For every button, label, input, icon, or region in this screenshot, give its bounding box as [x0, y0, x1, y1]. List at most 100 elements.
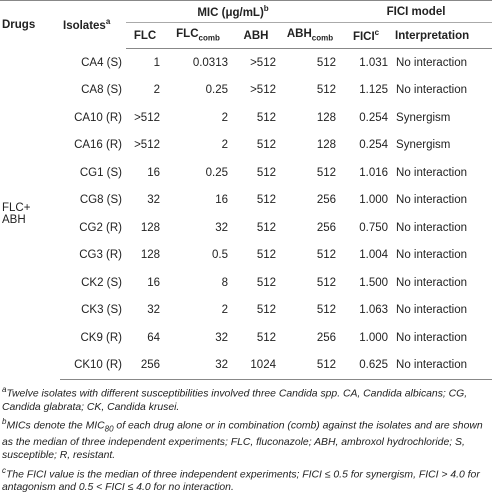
table-cell: >512	[134, 111, 160, 124]
table-cell: 512	[256, 249, 276, 262]
table-cell: 0.5	[212, 249, 228, 262]
header-text: FICI model	[386, 5, 446, 18]
table-cell: 32	[147, 304, 160, 317]
table-cell: CG3 (R)	[79, 249, 122, 262]
table-cell: 512	[316, 304, 337, 317]
header-cell: FICI model	[340, 0, 492, 23]
header-text: Interpretation	[395, 29, 470, 42]
table-cell: 8	[221, 276, 228, 289]
table-row: CA10 (R) >512 2 512 128 0.254 Synergism	[0, 104, 492, 132]
table-cell: 1.016	[359, 166, 389, 179]
drug-text: ABH	[2, 214, 26, 226]
header-text: ABH	[286, 28, 312, 41]
table-cell: CA8 (S)	[81, 84, 122, 97]
table-cell: 1.500	[359, 276, 389, 289]
table-cell: CA16 (R)	[74, 139, 122, 152]
table-cell: 128	[316, 139, 337, 152]
table-cell: 256	[316, 221, 337, 234]
table-cell: 2	[221, 139, 228, 152]
table-cell: 512	[256, 331, 276, 344]
table-row: CK3 (S) 32 2 512 512 1.063 No interaction	[0, 297, 492, 325]
header-cell: FICIc	[340, 22, 393, 49]
header-cell: Interpretation	[392, 22, 492, 49]
header-cell: ABHcomb	[280, 22, 341, 49]
header-text: MIC (μg/mL)	[197, 6, 264, 19]
footnote-mark: b	[2, 417, 7, 427]
table-cell: CG8 (S)	[79, 194, 122, 207]
footnote-mark: b	[263, 4, 269, 14]
header-text: FLC	[176, 28, 199, 41]
table-row: CK10 (R) 256 32 1024 512 0.625 No interaction	[0, 351, 492, 380]
table-cell: 512	[316, 166, 337, 179]
table-cell: 2	[153, 84, 160, 97]
table-cell: CK10 (R)	[60, 351, 126, 380]
table-cell: 256	[316, 331, 337, 344]
table-cell: >512	[250, 56, 276, 69]
header-text: ABH	[243, 29, 269, 42]
header-text: FICI	[352, 30, 375, 43]
header-cell: ABH	[232, 22, 280, 49]
table-cell: 32	[215, 331, 228, 344]
table-cell: No interaction	[396, 84, 467, 97]
footnote: bMICs denote the MIC80 of each drug alon…	[2, 415, 490, 462]
drug-text: FLC+	[2, 202, 31, 214]
table-cell: 64	[147, 331, 160, 344]
table-cell: 512	[316, 84, 337, 97]
table-cell: Synergism	[396, 111, 451, 124]
table-cell: 1.000	[359, 194, 389, 207]
footnote: cThe FICI value is the median of three i…	[2, 464, 490, 495]
table-cell: No interaction	[392, 351, 492, 380]
table-cell: No interaction	[396, 221, 467, 234]
table-cell: 2	[221, 111, 228, 124]
header-cell: MIC (μg/mL)b	[126, 0, 341, 23]
table-cell: 512	[256, 194, 276, 207]
subscript: comb	[198, 33, 220, 43]
drug-cell: FLC+ ABH	[0, 49, 60, 380]
header-text: Drugs	[2, 18, 36, 31]
table-cell: No interaction	[396, 56, 467, 69]
header-text: Isolates	[63, 20, 106, 33]
table-cell: 128	[140, 249, 160, 262]
table-cell: No interaction	[396, 331, 467, 344]
table-row: FLC+ ABH CA4 (S) 1 0.0313 >512 512 1.031 No inte…	[0, 49, 492, 227]
table-cell: 512	[316, 249, 337, 262]
table-row: CG1 (S) 16 0.25 512 512 1.016 No interaction	[0, 159, 492, 187]
footnote-mark: c	[374, 28, 380, 38]
table-cell: CK9 (R)	[80, 331, 122, 344]
header-cell: FLCcomb	[164, 22, 232, 49]
table-cell: 512	[256, 139, 276, 152]
table-cell: 0.25	[205, 84, 228, 97]
table-row: CK2 (S) 16 8 512 512 1.500 No interaction	[0, 269, 492, 297]
header-cell: Drugs	[0, 0, 60, 49]
table-cell: No interaction	[396, 276, 467, 289]
table-cell: CK3 (S)	[81, 304, 122, 317]
footnote-text: The FICI value is the median of three in…	[2, 468, 480, 494]
table-cell: >512	[134, 139, 160, 152]
table-cell: 256	[316, 194, 337, 207]
table-cell: 16	[147, 276, 160, 289]
header-cell: FLC	[126, 22, 164, 49]
table-cell: 1.004	[359, 249, 389, 262]
table-cell: 0.25	[205, 166, 228, 179]
table-cell: 512	[256, 111, 276, 124]
table-row: CG8 (S) 32 16 512 256 1.000 No interaction	[0, 187, 492, 215]
table-cell: 512	[280, 351, 341, 380]
table-cell: 32	[164, 351, 232, 380]
table-cell: 512	[256, 166, 276, 179]
table-cell: 16	[215, 194, 228, 207]
subscript: comb	[311, 33, 334, 43]
table-cell: 1	[153, 56, 160, 69]
table-cell: Synergism	[396, 139, 451, 152]
table-cell: 0.625	[340, 351, 393, 380]
table-cell: 1024	[232, 351, 280, 380]
table-cell: 1.063	[359, 304, 389, 317]
table-cell: No interaction	[396, 166, 467, 179]
table-cell: 0.0313	[192, 56, 228, 69]
table-cell: 256	[126, 351, 164, 380]
footnote-text: Twelve isolates with different susceptib…	[2, 388, 468, 413]
footnote-mark: c	[2, 465, 6, 475]
table-cell: 512	[256, 304, 276, 317]
table-row: CG2 (R) 128 32 512 256 0.750 No interaction	[0, 214, 492, 242]
